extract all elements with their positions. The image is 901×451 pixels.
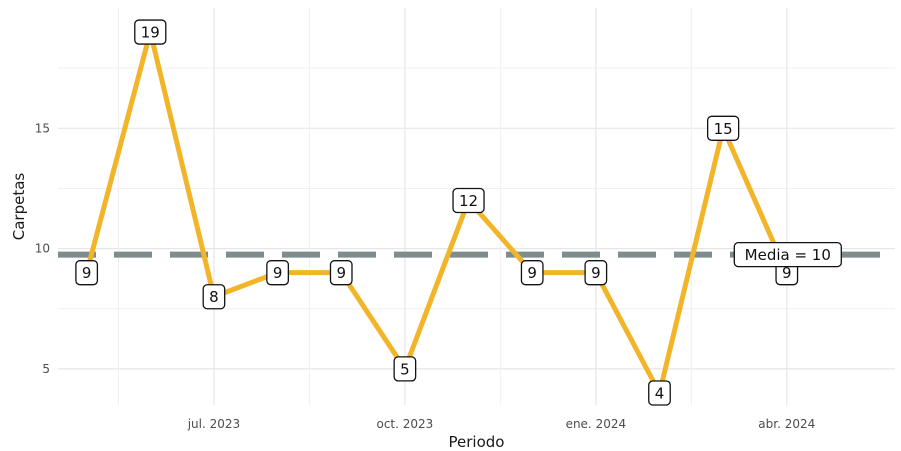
data-label-box: [520, 260, 544, 286]
data-label: 9: [520, 260, 544, 286]
data-label-text: 4: [655, 384, 665, 402]
data-label-box: [202, 284, 226, 310]
data-label-text: 9: [273, 264, 283, 282]
data-label-box: [134, 19, 167, 45]
data-label-text: 12: [459, 192, 478, 210]
data-label-text: 9: [591, 264, 601, 282]
data-label-text: 19: [141, 24, 160, 42]
data-label-box: [648, 380, 671, 406]
data-label-text: 9: [336, 264, 346, 282]
mean-label-text: Media = 10: [745, 246, 831, 264]
data-label-box: [584, 260, 608, 286]
data-label-box: [329, 260, 353, 286]
data-label: 9: [75, 260, 99, 286]
series-layer: [84, 29, 790, 400]
data-label-box: [75, 260, 99, 286]
mean-label-box: [733, 241, 842, 268]
data-label: 5: [393, 356, 417, 382]
y-tick-label: 15: [35, 121, 50, 135]
data-label: 4: [648, 380, 671, 406]
data-label-text: 9: [527, 264, 537, 282]
data-label: 15: [706, 115, 740, 141]
data-label: 9: [329, 260, 353, 286]
y-axis-title: Carpetas: [10, 173, 28, 241]
data-label-box: [266, 260, 289, 286]
data-label: 9: [266, 260, 289, 286]
axis-layer: 5 10 15 jul. 2023 oct. 2023 ene. 2024 abr. 202…: [35, 121, 816, 431]
data-label: 19: [134, 19, 167, 45]
data-label-box: [706, 115, 740, 141]
data-label-text: 9: [782, 264, 792, 282]
x-axis-title: Periodo: [449, 433, 505, 451]
data-label-box: [452, 187, 485, 214]
y-tick-label: 10: [35, 242, 50, 256]
data-label-text: 8: [209, 288, 219, 306]
data-label-box: [393, 356, 417, 382]
x-tick-label: abr. 2024: [758, 417, 815, 431]
data-label: 8: [202, 284, 226, 310]
data-label-text: 5: [400, 360, 410, 378]
data-label: 12: [452, 187, 485, 214]
y-tick-label: 5: [42, 362, 50, 376]
series-line: [84, 31, 790, 400]
x-tick-label: jul. 2023: [187, 417, 240, 431]
data-label-text: 15: [714, 120, 733, 138]
x-tick-label: oct. 2023: [376, 417, 433, 431]
grid-layer: [58, 8, 895, 405]
data-label-text: 9: [82, 264, 92, 282]
data-label: 9: [584, 260, 608, 286]
mean-label: Media = 10: [733, 241, 842, 268]
x-tick-label: ene. 2024: [566, 417, 627, 431]
